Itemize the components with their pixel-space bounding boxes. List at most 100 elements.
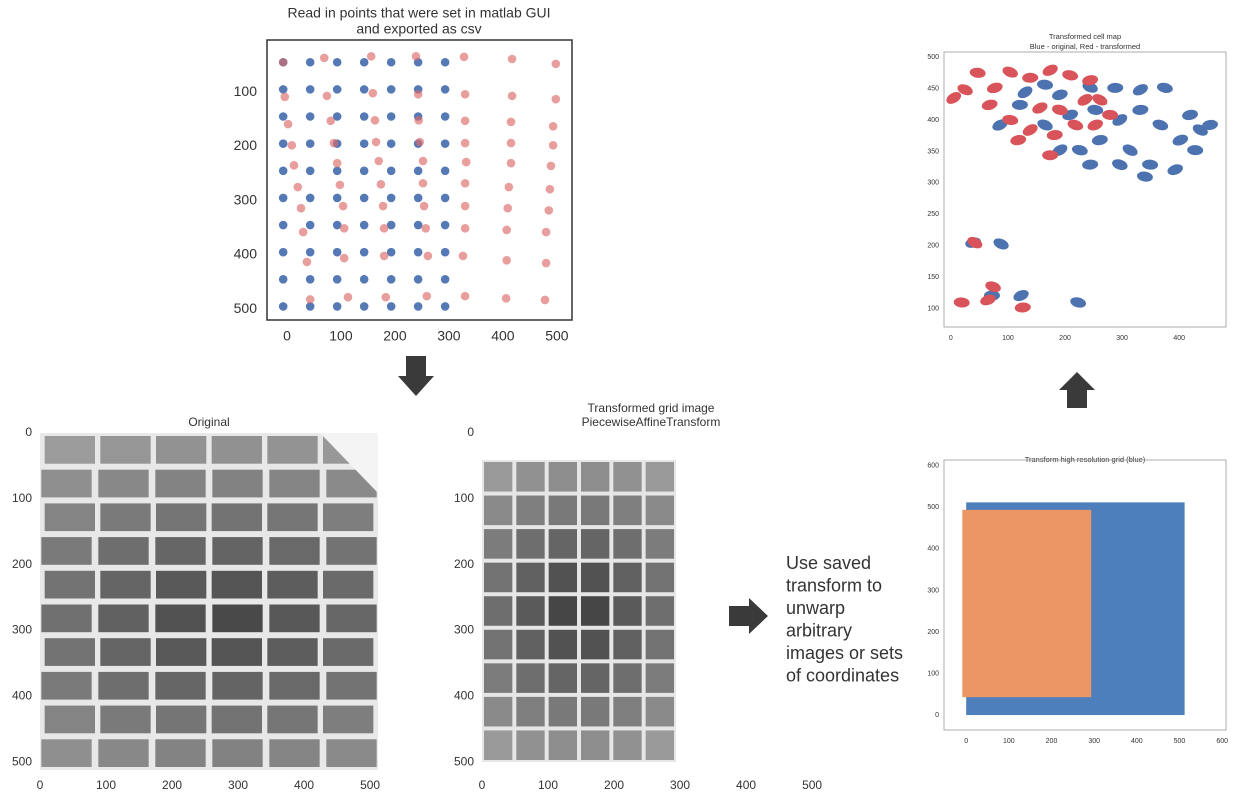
chart-panel: Transformed grid imagePiecewiseAffineTra… [454,401,822,792]
data-point [460,291,470,301]
data-point [440,220,450,230]
cell-blob [1112,159,1128,171]
cell-blob [1092,94,1108,106]
cell-blob [1122,144,1138,156]
grid-cell [484,462,513,492]
grid-cell [645,629,674,660]
data-point [359,57,369,67]
grid-cell [100,705,151,734]
data-point [502,225,511,235]
y-tick-label: 250 [927,211,939,218]
arrow-down [398,356,434,396]
grid-cell [212,671,263,700]
data-point [548,140,558,150]
y-tick-label: 200 [12,557,32,571]
data-point [329,138,339,148]
grid-cell [548,696,577,727]
y-tick-label: 200 [454,557,474,571]
grid-cell [98,469,149,498]
y-tick-label: 500 [927,54,939,61]
data-point [551,94,561,104]
data-point [460,116,470,126]
y-tick-label: 300 [454,623,474,637]
grid-cell [548,629,577,660]
grid-cell [100,503,151,532]
data-point [460,89,470,99]
x-tick-label: 200 [604,778,624,792]
data-point [305,220,315,230]
data-point [335,180,345,190]
caption-line: transform to [786,575,882,595]
cell-blob [1142,159,1159,170]
data-point [305,112,315,121]
data-point [502,256,511,265]
data-point [386,166,396,176]
data-point [305,295,315,304]
cell-blob [1087,119,1103,131]
data-point [413,220,423,230]
cell-blob [946,92,962,104]
data-point [302,257,312,267]
data-point [507,91,517,101]
data-point [440,57,450,67]
x-tick-label: 100 [538,778,558,792]
caption-line: unwarp [786,598,845,618]
x-tick-label: 500 [802,778,822,792]
x-tick-label: 500 [545,328,569,344]
data-point [541,227,551,237]
data-point [386,57,396,67]
data-point [507,54,517,64]
grid-cell [581,562,610,593]
grid-cell [548,562,577,593]
grid-cell [269,671,320,700]
cell-blob [1042,64,1058,76]
data-point [278,112,288,121]
y-tick-label: 500 [454,754,474,768]
data-point [440,302,450,311]
data-point [440,193,450,203]
cell-blob [1107,82,1124,93]
grid-cell [156,705,207,734]
chart-title: Transformed grid image [588,401,715,415]
data-point [278,85,288,94]
data-point [378,201,388,211]
chart-title: Transformed cell map [1049,32,1121,41]
y-tick-label: 100 [454,491,474,505]
grid-cell [41,739,92,767]
cell-blob [1014,302,1031,313]
cell-blob [967,236,983,249]
cell-blob [969,67,986,78]
grid-cell [548,529,577,559]
grid-cell [645,730,674,760]
grid-cell [212,739,263,767]
grid-cell [645,495,674,526]
grid-cell [613,696,642,727]
x-tick-label: 500 [1174,738,1186,745]
data-point [548,121,558,131]
grid-cell [211,705,262,734]
grid-cell [211,570,262,599]
cell-blob [1042,150,1059,161]
plot-frame [266,39,573,321]
grid-cell [645,596,674,626]
data-point [359,193,369,203]
cell-blob [1077,94,1093,106]
grid-cell [516,730,545,760]
data-point [413,302,423,311]
data-point [371,137,381,147]
cell-blob [1022,72,1039,83]
data-point [319,53,329,63]
x-tick-label: 300 [670,778,690,792]
y-tick-label: 450 [927,85,939,92]
data-point [440,85,450,94]
grid-cell [613,730,642,760]
cell-blob [1087,104,1104,115]
y-tick-label: 200 [234,137,258,153]
y-tick-label: 400 [927,117,939,124]
cell-blob [1011,99,1028,110]
data-point [540,295,550,305]
grid-cell [613,663,642,693]
grid-cell [645,696,674,727]
grid-cell [267,705,318,734]
image-fade [320,433,378,493]
